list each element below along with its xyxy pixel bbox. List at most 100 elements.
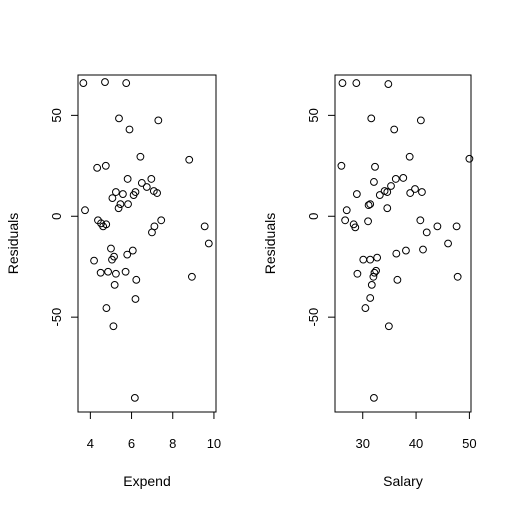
- salary-data-point: [384, 322, 393, 331]
- salary-data-point: [366, 294, 375, 302]
- expend-data-point: [96, 268, 105, 277]
- expend-x-axis-title: Expend: [123, 473, 170, 489]
- expend-y-tick-label: -50: [49, 308, 64, 327]
- salary-residuals-panel: 30 40 50 -50 0 50 Salary Residuals: [262, 74, 477, 489]
- expend-data-point: [81, 206, 89, 215]
- salary-data-point: [392, 249, 401, 258]
- salary-data-point: [351, 223, 360, 232]
- expend-data-point: [109, 322, 118, 331]
- expend-data-point: [129, 191, 138, 199]
- expend-data-point: [93, 163, 102, 172]
- expend-plot-frame: [77, 74, 217, 413]
- expend-data-point: [121, 267, 130, 276]
- expend-data-point: [119, 190, 127, 198]
- salary-data-point: [433, 222, 442, 231]
- expend-data-point: [110, 280, 119, 289]
- expend-data-point: [102, 304, 111, 312]
- expend-data-point: [148, 228, 156, 237]
- salary-x-tick-label: 30: [355, 436, 369, 451]
- salary-data-point: [411, 185, 419, 193]
- salary-data-point: [352, 190, 361, 198]
- salary-data-point: [453, 272, 462, 281]
- expend-data-point: [142, 183, 151, 191]
- salary-data-point: [384, 80, 393, 88]
- expend-data-point: [101, 78, 109, 86]
- salary-data-point: [387, 182, 395, 190]
- salary-y-tick-label: 50: [306, 108, 321, 122]
- salary-data-point: [416, 216, 425, 225]
- expend-data-point: [111, 188, 120, 196]
- expend-data-point: [114, 204, 123, 213]
- salary-data-point: [418, 188, 426, 196]
- expend-data-point: [130, 393, 139, 402]
- salary-data-point: [383, 188, 392, 196]
- expend-data-point: [131, 295, 140, 303]
- salary-data-point: [422, 228, 431, 237]
- salary-data-point: [337, 161, 346, 170]
- salary-data-point: [341, 216, 350, 225]
- expend-data-point: [99, 222, 108, 231]
- salary-y-axis-title: Residuals: [262, 213, 278, 274]
- expend-data-point: [154, 116, 163, 125]
- salary-data-point: [465, 154, 474, 163]
- expend-data-point: [124, 200, 132, 209]
- expend-x-tick-label: 10: [207, 436, 221, 451]
- salary-data-point: [366, 200, 375, 209]
- expend-data-point: [153, 189, 161, 197]
- expend-data-point: [132, 275, 141, 284]
- salary-x-tick-label: 50: [462, 436, 476, 451]
- expend-data-point: [101, 161, 110, 170]
- salary-data-point: [367, 280, 376, 289]
- expend-data-point: [79, 79, 88, 87]
- expend-data-point: [108, 255, 116, 264]
- salary-data-point: [444, 239, 452, 248]
- salary-data-point: [359, 255, 368, 264]
- salary-data-point: [393, 275, 402, 284]
- salary-data-point: [366, 255, 375, 264]
- salary-y-tick-label: 0: [306, 213, 321, 220]
- salary-data-point: [399, 174, 408, 182]
- salary-data-point: [370, 268, 379, 277]
- expend-data-point: [137, 179, 146, 187]
- salary-x-tick-label: 40: [409, 436, 423, 451]
- expend-data-point: [157, 216, 166, 225]
- expend-data-point: [111, 269, 120, 278]
- salary-data-point: [452, 222, 461, 231]
- expend-y-tick-label: 50: [49, 108, 64, 122]
- salary-data-point: [406, 189, 415, 197]
- salary-data-point: [364, 201, 373, 210]
- salary-data-point: [416, 116, 425, 125]
- expend-data-point: [104, 267, 112, 276]
- salary-data-point: [370, 393, 378, 402]
- expend-residuals-panel: 4 6 8 10 -50 0 50 Expend Residuals: [5, 74, 221, 489]
- salary-data-point: [383, 204, 392, 213]
- expend-data-point: [204, 239, 213, 248]
- salary-data-point: [373, 253, 382, 262]
- expend-data-point: [123, 175, 132, 183]
- salary-data-point: [371, 162, 379, 171]
- expend-data-point: [128, 246, 137, 255]
- salary-data-point: [419, 245, 427, 254]
- salary-data-point: [391, 175, 400, 183]
- salary-data-point: [367, 114, 376, 123]
- salary-data-point: [342, 206, 351, 215]
- salary-data-point: [352, 79, 361, 87]
- expend-data-point: [188, 272, 196, 281]
- expend-data-point: [147, 175, 156, 183]
- salary-data-point: [402, 246, 410, 255]
- expend-data-point: [107, 244, 115, 253]
- expend-y-axis-title: Residuals: [5, 213, 21, 274]
- salary-data-point: [405, 152, 414, 161]
- expend-data-point: [115, 114, 123, 123]
- salary-data-point: [361, 304, 370, 312]
- expend-x-tick-label: 8: [169, 436, 176, 451]
- salary-x-axis-title: Salary: [383, 473, 423, 489]
- expend-x-tick-label: 4: [87, 436, 94, 451]
- salary-data-point: [390, 125, 399, 134]
- salary-data-point: [364, 217, 372, 226]
- expend-y-tick-label: 0: [49, 213, 64, 220]
- expend-data-point: [122, 79, 131, 87]
- expend-x-tick-label: 6: [128, 436, 135, 451]
- expend-data-point: [125, 125, 134, 134]
